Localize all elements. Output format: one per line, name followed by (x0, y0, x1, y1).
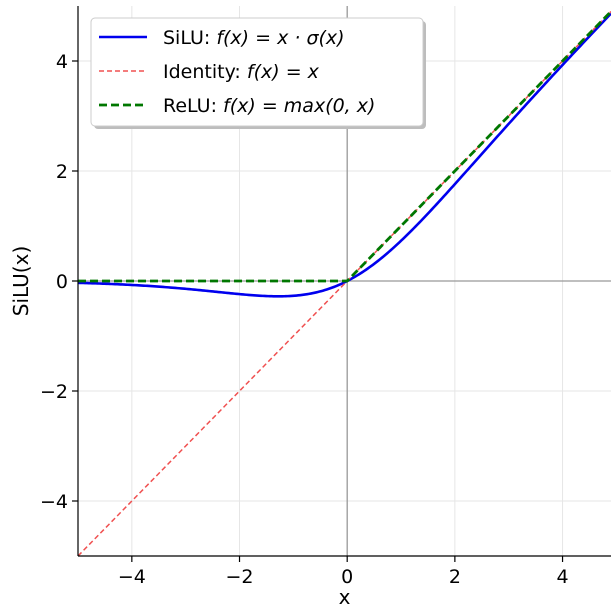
x-tick-label: 0 (341, 566, 353, 588)
legend-label-prefix: ReLU: (163, 95, 223, 117)
y-tick-label: 4 (56, 51, 68, 73)
y-tick-label: 0 (56, 271, 68, 293)
legend-box (90, 17, 424, 127)
legend-label-prefix: SiLU: (163, 27, 216, 49)
legend-label-prefix: Identity: (163, 61, 247, 83)
legend: SiLU: f(x) = x · σ(x) Identity: f(x) = x R… (90, 17, 426, 129)
y-tick-label: 2 (56, 161, 68, 183)
x-tick-label: 4 (556, 566, 568, 588)
legend-label-formula: f(x) = x · σ(x) (216, 27, 344, 49)
series-lines (77, 10, 611, 557)
legend-label-0: SiLU: f(x) = x · σ(x) (163, 27, 345, 49)
legend-label-formula: f(x) = max(0, x) (223, 95, 375, 117)
legend-label-formula: f(x) = x (247, 61, 320, 83)
x-tick-label: 2 (449, 566, 461, 588)
legend-label-2: ReLU: f(x) = max(0, x) (163, 95, 375, 117)
x-axis-label: x (339, 585, 351, 609)
series-line-2 (78, 10, 611, 283)
y-tick-label: −4 (40, 491, 68, 513)
tick-labels: −4 −2 0 2 4 −4 −2 0 2 4 (40, 51, 569, 588)
y-tick-label: −2 (40, 381, 68, 403)
y-axis-label: SiLU(x) (9, 246, 33, 316)
legend-label-1: Identity: f(x) = x (163, 61, 320, 83)
x-tick-label: −4 (118, 566, 146, 588)
x-tick-label: −2 (226, 566, 254, 588)
